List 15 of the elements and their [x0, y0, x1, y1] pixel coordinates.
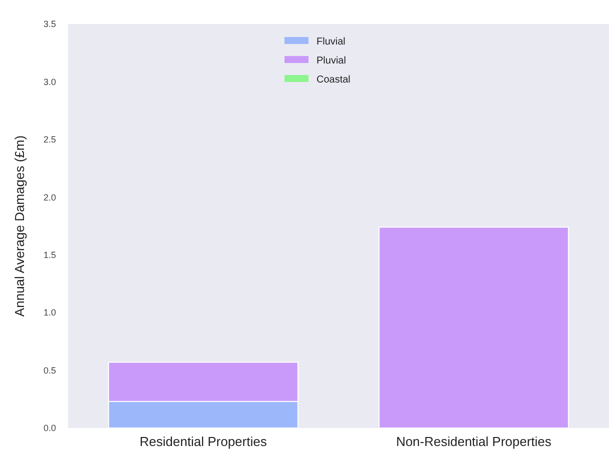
y-tick-label: 2.5 — [43, 134, 56, 145]
legend-label: Fluvial — [316, 36, 346, 48]
legend-label: Pluvial — [316, 56, 346, 66]
y-tick-label: 1.0 — [43, 308, 56, 318]
x-tick-label: Residential Properties — [140, 434, 268, 449]
y-tick-label: 0.5 — [43, 365, 56, 376]
y-tick-label: 2.0 — [43, 192, 56, 202]
y-tick-label: 0.0 — [43, 423, 56, 434]
y-tick-label: 3.0 — [43, 76, 56, 87]
legend-label: Coastal — [316, 74, 350, 86]
x-tick-label: Non-Residential Properties — [396, 434, 552, 449]
y-axis-title: Annual Average Damages (£m) — [12, 135, 27, 317]
bar — [378, 226, 569, 428]
y-tick-label: 3.5 — [43, 19, 56, 30]
y-tick-label: 1.5 — [43, 250, 56, 260]
